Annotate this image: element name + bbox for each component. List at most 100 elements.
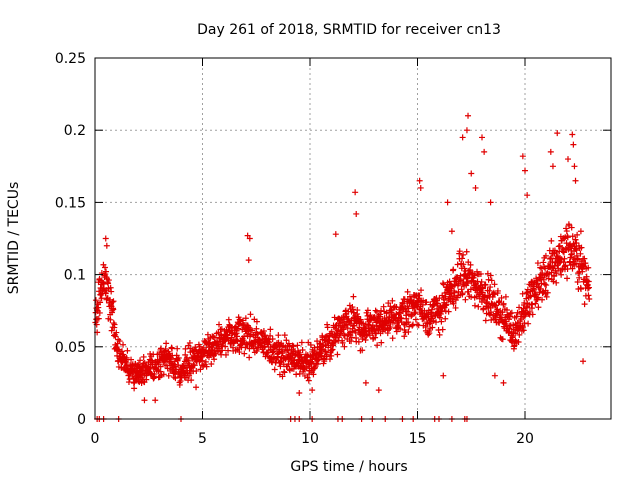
data-point bbox=[331, 314, 338, 321]
data-point bbox=[323, 351, 330, 358]
data-point bbox=[290, 343, 297, 350]
data-point bbox=[186, 339, 193, 346]
data-point bbox=[270, 348, 277, 355]
data-point bbox=[448, 228, 455, 235]
data-point bbox=[459, 290, 466, 297]
data-point bbox=[281, 332, 288, 339]
data-point bbox=[116, 338, 123, 345]
data-point bbox=[299, 347, 306, 354]
data-point bbox=[369, 322, 376, 329]
x-tick-label: 0 bbox=[91, 431, 100, 447]
data-point bbox=[341, 332, 348, 339]
data-point bbox=[397, 325, 404, 332]
data-point bbox=[328, 347, 335, 354]
data-point bbox=[442, 293, 449, 300]
data-point bbox=[225, 316, 232, 323]
data-point bbox=[222, 351, 229, 358]
data-point bbox=[535, 294, 542, 301]
data-point bbox=[357, 316, 364, 323]
data-point bbox=[540, 276, 547, 283]
data-point bbox=[568, 224, 575, 231]
data-point bbox=[107, 316, 114, 323]
data-point bbox=[452, 304, 459, 311]
data-point bbox=[172, 375, 179, 382]
data-point bbox=[479, 134, 485, 141]
data-point bbox=[494, 287, 501, 294]
data-point bbox=[430, 302, 437, 309]
data-point bbox=[528, 278, 535, 285]
data-point bbox=[472, 184, 479, 191]
data-point bbox=[512, 337, 519, 344]
data-point bbox=[468, 293, 475, 300]
data-point bbox=[529, 311, 536, 318]
y-tick-label: 0.05 bbox=[55, 340, 86, 356]
data-point bbox=[585, 292, 592, 299]
data-point bbox=[283, 337, 290, 344]
data-point bbox=[246, 235, 253, 242]
data-point bbox=[105, 277, 112, 284]
data-point bbox=[416, 292, 423, 299]
data-point bbox=[411, 310, 418, 317]
data-point bbox=[459, 255, 466, 262]
data-point bbox=[344, 325, 351, 332]
data-point bbox=[450, 293, 457, 300]
y-tick-label: 0.15 bbox=[55, 195, 86, 211]
data-point bbox=[429, 324, 436, 331]
data-point bbox=[523, 290, 530, 297]
data-point bbox=[584, 285, 591, 292]
data-point bbox=[389, 335, 396, 342]
data-point bbox=[575, 270, 582, 277]
data-point bbox=[529, 301, 536, 308]
data-point bbox=[548, 237, 555, 244]
data-point bbox=[499, 309, 506, 316]
data-point bbox=[131, 385, 138, 392]
data-point bbox=[374, 342, 381, 349]
data-point bbox=[332, 231, 339, 238]
data-point bbox=[525, 320, 532, 327]
data-point bbox=[493, 302, 500, 309]
data-point bbox=[502, 293, 509, 300]
data-point bbox=[348, 338, 355, 345]
data-point bbox=[460, 261, 467, 268]
data-point bbox=[275, 354, 282, 361]
data-point bbox=[340, 326, 347, 333]
data-point bbox=[157, 363, 164, 370]
data-point bbox=[129, 362, 136, 369]
data-point bbox=[569, 233, 576, 240]
data-point bbox=[108, 327, 115, 334]
y-axis-label: SRMTID / TECUs bbox=[6, 182, 22, 295]
data-point bbox=[110, 298, 117, 305]
data-point bbox=[174, 345, 181, 352]
data-point bbox=[574, 231, 581, 238]
data-point bbox=[318, 347, 325, 354]
data-point bbox=[216, 321, 223, 328]
data-point bbox=[245, 257, 252, 264]
data-point bbox=[482, 281, 489, 288]
data-point bbox=[355, 338, 362, 345]
data-point bbox=[253, 318, 260, 325]
data-point bbox=[464, 280, 471, 287]
data-point bbox=[100, 281, 107, 288]
data-point bbox=[95, 315, 102, 322]
data-point bbox=[326, 337, 333, 344]
data-point bbox=[572, 246, 579, 253]
data-point bbox=[463, 127, 470, 134]
data-point bbox=[113, 329, 120, 336]
data-point bbox=[516, 331, 523, 338]
data-point bbox=[281, 369, 288, 376]
data-point bbox=[455, 288, 462, 295]
data-point bbox=[165, 372, 172, 379]
data-point bbox=[496, 299, 503, 306]
data-point bbox=[558, 271, 565, 278]
data-point bbox=[352, 189, 359, 196]
data-point bbox=[110, 306, 117, 313]
data-point bbox=[573, 247, 580, 254]
data-point bbox=[296, 390, 303, 397]
data-point bbox=[561, 255, 568, 262]
data-point bbox=[236, 349, 243, 356]
data-point bbox=[450, 300, 457, 307]
x-axis-label: GPS time / hours bbox=[290, 459, 407, 475]
data-point bbox=[401, 333, 408, 340]
data-point bbox=[465, 112, 472, 119]
data-point bbox=[515, 338, 522, 345]
